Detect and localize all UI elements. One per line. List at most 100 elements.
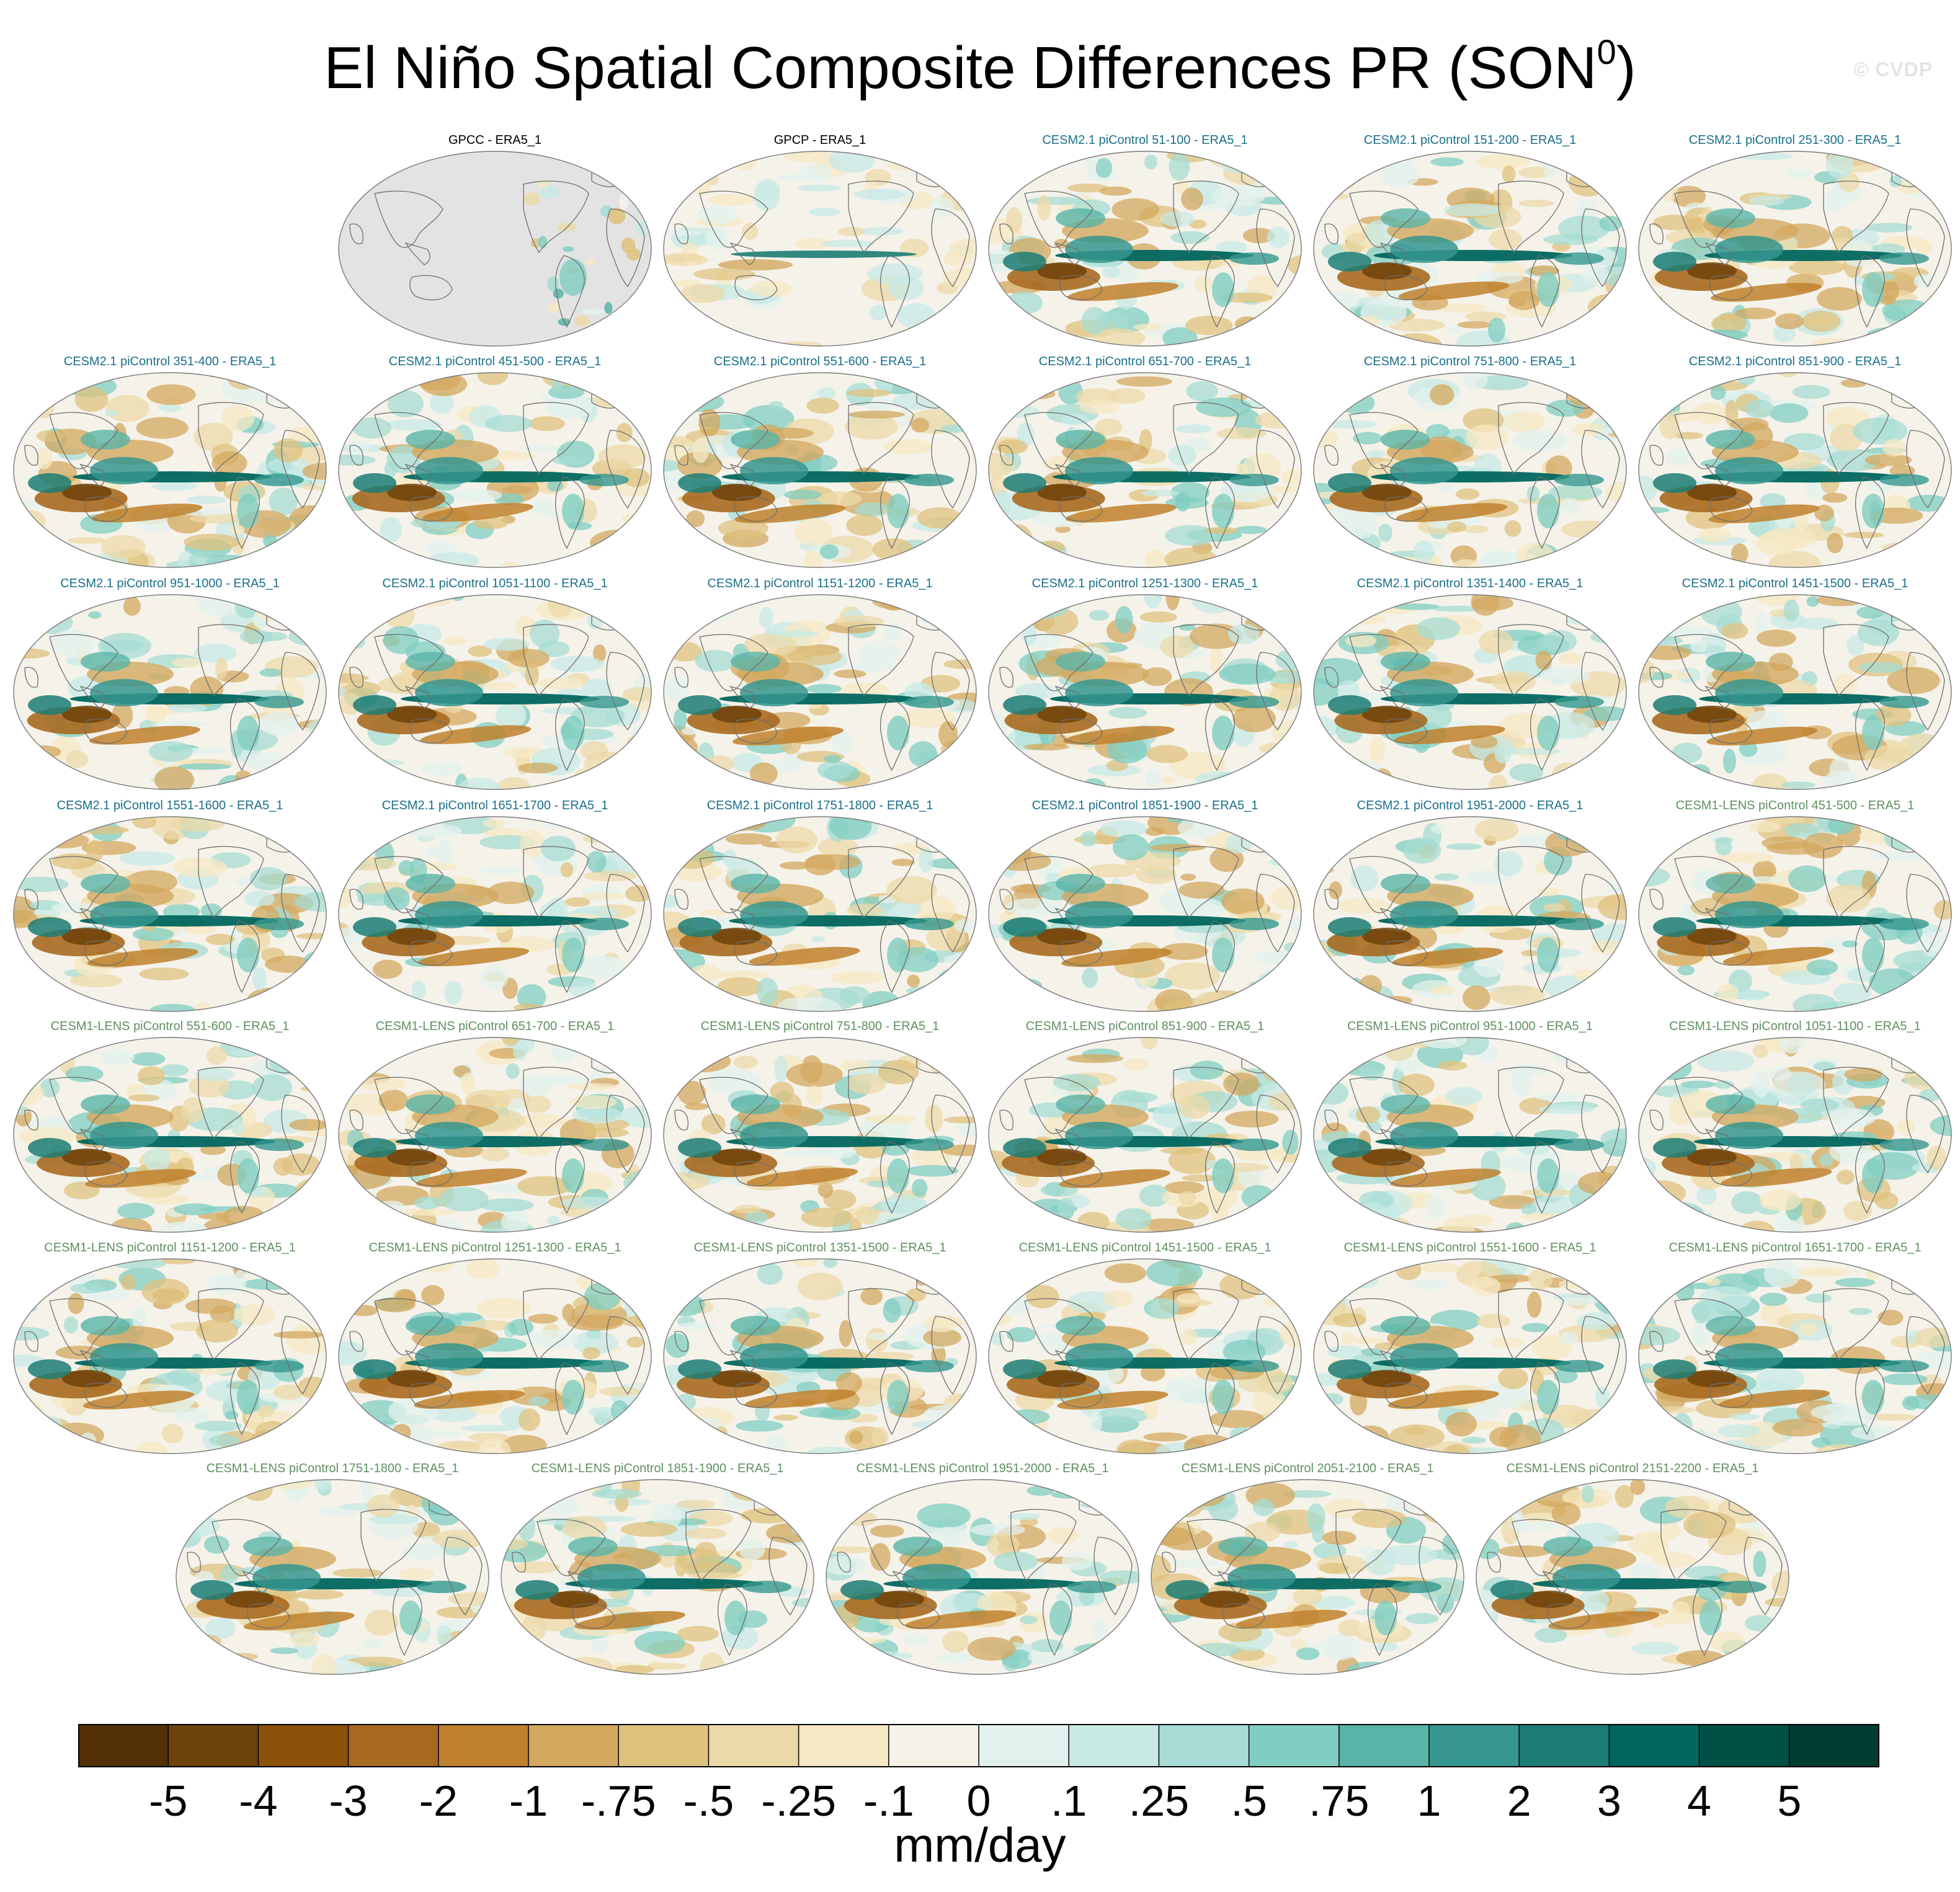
- anomaly-patch: [553, 457, 588, 465]
- wet-anomaly: [1328, 1138, 1371, 1158]
- anomaly-patch: [523, 1095, 551, 1113]
- anomaly-patch: [952, 982, 976, 995]
- coastline: [1649, 667, 1664, 688]
- anomaly-patch: [1816, 595, 1864, 606]
- panel-title: CESM2.1 piControl 351-400 - ERA5_1: [63, 355, 277, 368]
- anomaly-patch: [869, 817, 906, 822]
- anomaly-patch: [149, 1003, 196, 1011]
- anomaly-patch: [1275, 1203, 1301, 1228]
- anomaly-patch: [699, 909, 728, 916]
- dry-anomaly: [574, 1610, 686, 1630]
- wet-anomaly: [415, 457, 483, 484]
- anomaly-patch: [1139, 1184, 1170, 1207]
- anomaly-patch: [821, 239, 875, 247]
- anomaly-patch: [1472, 596, 1514, 611]
- anomaly-patch: [1851, 1425, 1900, 1441]
- globe-outline: [663, 1037, 977, 1233]
- anomaly-patch: [871, 1427, 889, 1446]
- precip-anomaly-map: [1151, 1479, 1464, 1675]
- coastline: [1162, 1552, 1176, 1573]
- coastline: [999, 223, 1013, 244]
- anomaly-patch: [753, 182, 780, 211]
- anomaly-patch: [688, 1417, 723, 1430]
- map-panel: CESM1-LENS piControl 1051-1100 - ERA5_1: [1634, 1019, 1956, 1241]
- wet-anomaly: [1065, 1122, 1133, 1149]
- anomaly-patch: [1599, 1259, 1626, 1264]
- wet-anomaly: [237, 1158, 259, 1193]
- anomaly-patch: [104, 409, 118, 417]
- anomaly-patch: [273, 1037, 316, 1048]
- anomaly-patch: [911, 1420, 965, 1429]
- wet-anomaly: [1003, 1138, 1046, 1158]
- anomaly-patch: [177, 763, 231, 770]
- dry-anomaly: [1063, 726, 1175, 745]
- anomaly-patch: [718, 518, 769, 538]
- anomaly-patch: [1259, 818, 1272, 827]
- anomaly-patch: [347, 1656, 404, 1667]
- coastline: [84, 496, 128, 522]
- anomaly-patch: [123, 597, 141, 616]
- anomaly-patch: [1904, 396, 1950, 405]
- anomaly-patch: [204, 1480, 251, 1485]
- anomaly-patch: [1272, 326, 1301, 346]
- wet-anomaly: [28, 1138, 71, 1158]
- coastline: [999, 1331, 1013, 1352]
- anomaly-patch: [918, 595, 932, 608]
- coastline: [1906, 1316, 1945, 1395]
- anomaly-patch: [1554, 1368, 1578, 1383]
- wet-anomaly: [353, 1138, 396, 1158]
- wet-anomaly: [406, 1316, 455, 1336]
- wet-anomaly: [678, 695, 721, 715]
- panel-title: CESM2.1 piControl 251-300 - ERA5_1: [1688, 133, 1902, 147]
- panel-title: CESM2.1 piControl 1851-1900 - ERA5_1: [1031, 799, 1258, 812]
- anomaly-patch: [210, 1305, 236, 1323]
- colorbar-swatch: [1609, 1724, 1700, 1767]
- anomaly-patch: [937, 967, 976, 993]
- anomaly-patch: [707, 1218, 747, 1232]
- anomaly-patch: [1322, 1192, 1351, 1220]
- anomaly-patch: [1195, 771, 1248, 786]
- coastline: [1581, 208, 1620, 288]
- anomaly-patch: [1489, 985, 1545, 1006]
- anomaly-patch: [1511, 429, 1569, 451]
- anomaly-patch: [682, 727, 698, 735]
- anomaly-patch: [1657, 1202, 1705, 1228]
- colorbar-tick-label: -.5: [683, 1777, 734, 1825]
- coastline: [862, 1519, 931, 1576]
- anomaly-patch: [1008, 151, 1061, 163]
- anomaly-patch: [1055, 525, 1071, 533]
- anomaly-patch: [187, 495, 226, 504]
- dry-anomaly: [744, 1389, 856, 1408]
- map-panel: CESM2.1 piControl 1151-1200 - ERA5_1: [659, 576, 981, 798]
- coastline: [1054, 1349, 1080, 1373]
- anomaly-patch: [17, 510, 46, 532]
- wet-anomaly: [579, 1360, 629, 1372]
- anomaly-patch: [1188, 220, 1207, 229]
- anomaly-patch: [837, 227, 866, 236]
- anomaly-patch: [1004, 1046, 1044, 1068]
- anomaly-patch: [1709, 1632, 1745, 1652]
- map-panel: CESM2.1 piControl 551-600 - ERA5_1: [659, 354, 981, 576]
- coastline: [1054, 242, 1080, 265]
- wet-anomaly: [237, 494, 259, 528]
- anomaly-patch: [1661, 1522, 1680, 1539]
- anomaly-patch: [1935, 979, 1951, 990]
- anomaly-patch: [1327, 406, 1349, 414]
- anomaly-patch: [339, 529, 352, 553]
- anomaly-patch: [1910, 753, 1951, 768]
- anomaly-patch: [1806, 596, 1819, 607]
- anomaly-patch: [1151, 1648, 1170, 1672]
- coastline: [1704, 463, 1731, 487]
- coastline: [1704, 1349, 1731, 1373]
- anomaly-patch: [244, 890, 275, 908]
- anomaly-patch: [1223, 161, 1280, 186]
- anomaly-patch: [676, 1050, 731, 1073]
- anomaly-patch: [1284, 829, 1301, 838]
- anomaly-patch: [1092, 1619, 1109, 1643]
- anomaly-patch: [378, 677, 418, 693]
- anomaly-patch: [1178, 881, 1225, 899]
- anomaly-patch: [1268, 1050, 1301, 1072]
- anomaly-patch: [1340, 241, 1363, 254]
- anomaly-patch: [383, 626, 419, 654]
- coastline: [1324, 889, 1339, 910]
